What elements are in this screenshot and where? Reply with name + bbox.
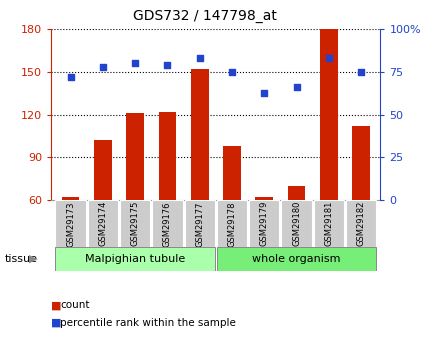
Point [67,75,74,80]
Bar [223,146,241,286]
Point [228,69,235,75]
Bar [217,247,376,271]
Text: ▶: ▶ [29,254,38,264]
Bar [287,186,305,286]
Text: ■: ■ [51,300,62,310]
Text: tissue: tissue [4,254,37,264]
Bar [314,200,344,247]
Text: GSM29178: GSM29178 [227,201,236,247]
Bar [185,200,215,247]
Bar [88,200,118,247]
Text: GSM29174: GSM29174 [98,201,107,246]
Point [99,64,106,70]
Bar [62,197,79,286]
Bar [94,140,112,286]
Point [196,56,203,61]
Text: Malpighian tubule: Malpighian tubule [85,254,185,264]
Point [261,90,268,95]
Bar [126,113,144,286]
Bar [217,200,247,247]
Point [357,69,364,75]
Text: ■: ■ [51,318,62,327]
Bar [346,200,376,247]
Text: whole organism: whole organism [252,254,341,264]
Bar [255,197,273,286]
Text: GSM29175: GSM29175 [131,201,140,246]
Point [164,62,171,68]
Bar [191,69,209,286]
Bar [152,200,182,247]
Text: GSM29181: GSM29181 [324,201,333,246]
Bar [281,200,312,247]
Text: GSM29176: GSM29176 [163,201,172,247]
Bar [249,200,279,247]
Point [293,85,300,90]
Bar [120,200,150,247]
Bar [158,112,176,286]
Text: count: count [60,300,89,310]
Text: GSM29177: GSM29177 [195,201,204,247]
Text: GSM29173: GSM29173 [66,201,75,247]
Text: GDS732 / 147798_at: GDS732 / 147798_at [133,9,277,23]
Bar [55,247,215,271]
Bar [320,29,338,286]
Point [132,61,139,66]
Bar [352,126,370,286]
Point [325,56,332,61]
Text: GSM29182: GSM29182 [356,201,366,246]
Text: percentile rank within the sample: percentile rank within the sample [60,318,236,327]
Text: GSM29179: GSM29179 [260,201,269,246]
Bar [55,200,86,247]
Text: GSM29180: GSM29180 [292,201,301,246]
